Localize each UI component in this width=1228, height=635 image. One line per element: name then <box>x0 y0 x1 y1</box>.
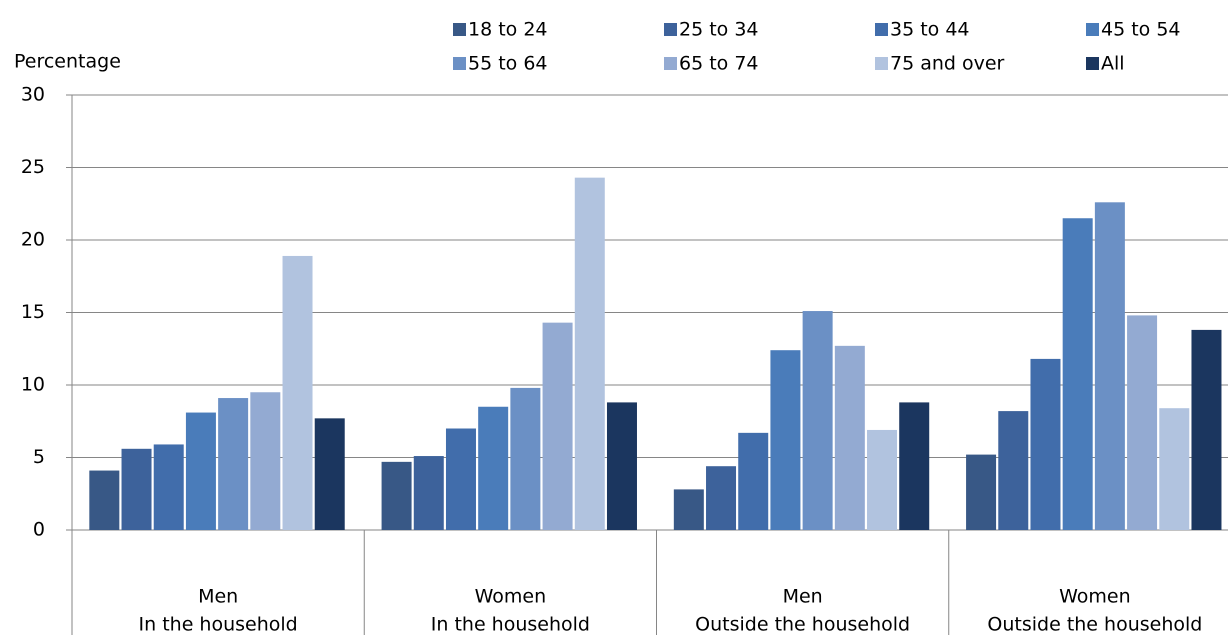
bar <box>413 456 444 530</box>
bar <box>606 402 637 530</box>
legend-swatch <box>875 57 888 70</box>
bar <box>153 444 184 530</box>
x-tick-label: Men <box>198 586 238 608</box>
legend-label: 55 to 64 <box>468 53 548 75</box>
bar <box>998 411 1029 530</box>
x-tick-label: Men <box>783 586 823 608</box>
legend-label: 65 to 74 <box>679 53 759 75</box>
legend-swatch <box>453 57 466 70</box>
x-group-label: Outside the household <box>695 614 910 635</box>
bar <box>673 489 704 530</box>
bar <box>185 412 216 530</box>
bar <box>574 177 605 530</box>
bar <box>478 406 509 530</box>
bar <box>706 466 737 530</box>
bar <box>834 345 865 530</box>
legend-swatch <box>453 23 466 36</box>
bar <box>282 255 313 530</box>
bar <box>1030 358 1061 530</box>
bar <box>867 429 898 530</box>
x-tick-label: Women <box>1059 586 1131 608</box>
legend-label: 18 to 24 <box>468 19 548 41</box>
bar <box>899 402 930 530</box>
bar <box>381 461 412 530</box>
y-tick-label: 20 <box>21 229 45 251</box>
bar <box>1127 315 1158 530</box>
legend-swatch <box>664 23 677 36</box>
bar <box>250 392 281 530</box>
bar <box>314 418 345 530</box>
bar <box>510 387 541 530</box>
y-tick-label: 5 <box>33 446 45 468</box>
x-group-label: In the household <box>431 614 590 635</box>
y-tick-label: 30 <box>21 84 45 106</box>
y-tick-label: 0 <box>33 519 45 541</box>
bar <box>89 470 120 530</box>
legend-label: All <box>1101 53 1125 75</box>
bar <box>1062 218 1093 530</box>
legend-swatch <box>875 23 888 36</box>
y-axis-label: Percentage <box>14 51 121 73</box>
bar <box>966 454 997 530</box>
y-tick-label: 15 <box>21 301 45 323</box>
bar <box>445 428 476 530</box>
bar <box>542 322 573 530</box>
bar <box>770 350 801 530</box>
legend-swatch <box>664 57 677 70</box>
bar <box>1094 202 1125 531</box>
bar <box>1159 408 1190 530</box>
bar <box>218 398 249 530</box>
x-tick-label: Women <box>475 586 547 608</box>
legend-swatch <box>1086 23 1099 36</box>
legend-label: 45 to 54 <box>1101 19 1181 41</box>
bar <box>121 448 152 530</box>
x-group-label: In the household <box>139 614 298 635</box>
legend-label: 75 and over <box>890 53 1005 75</box>
bar <box>738 432 769 530</box>
legend-label: 25 to 34 <box>679 19 759 41</box>
legend-swatch <box>1086 57 1099 70</box>
legend-label: 35 to 44 <box>890 19 970 41</box>
bar <box>1191 329 1222 530</box>
x-group-label: Outside the household <box>987 614 1202 635</box>
bar <box>802 311 833 530</box>
y-tick-label: 10 <box>21 374 45 396</box>
y-tick-label: 25 <box>21 156 45 178</box>
